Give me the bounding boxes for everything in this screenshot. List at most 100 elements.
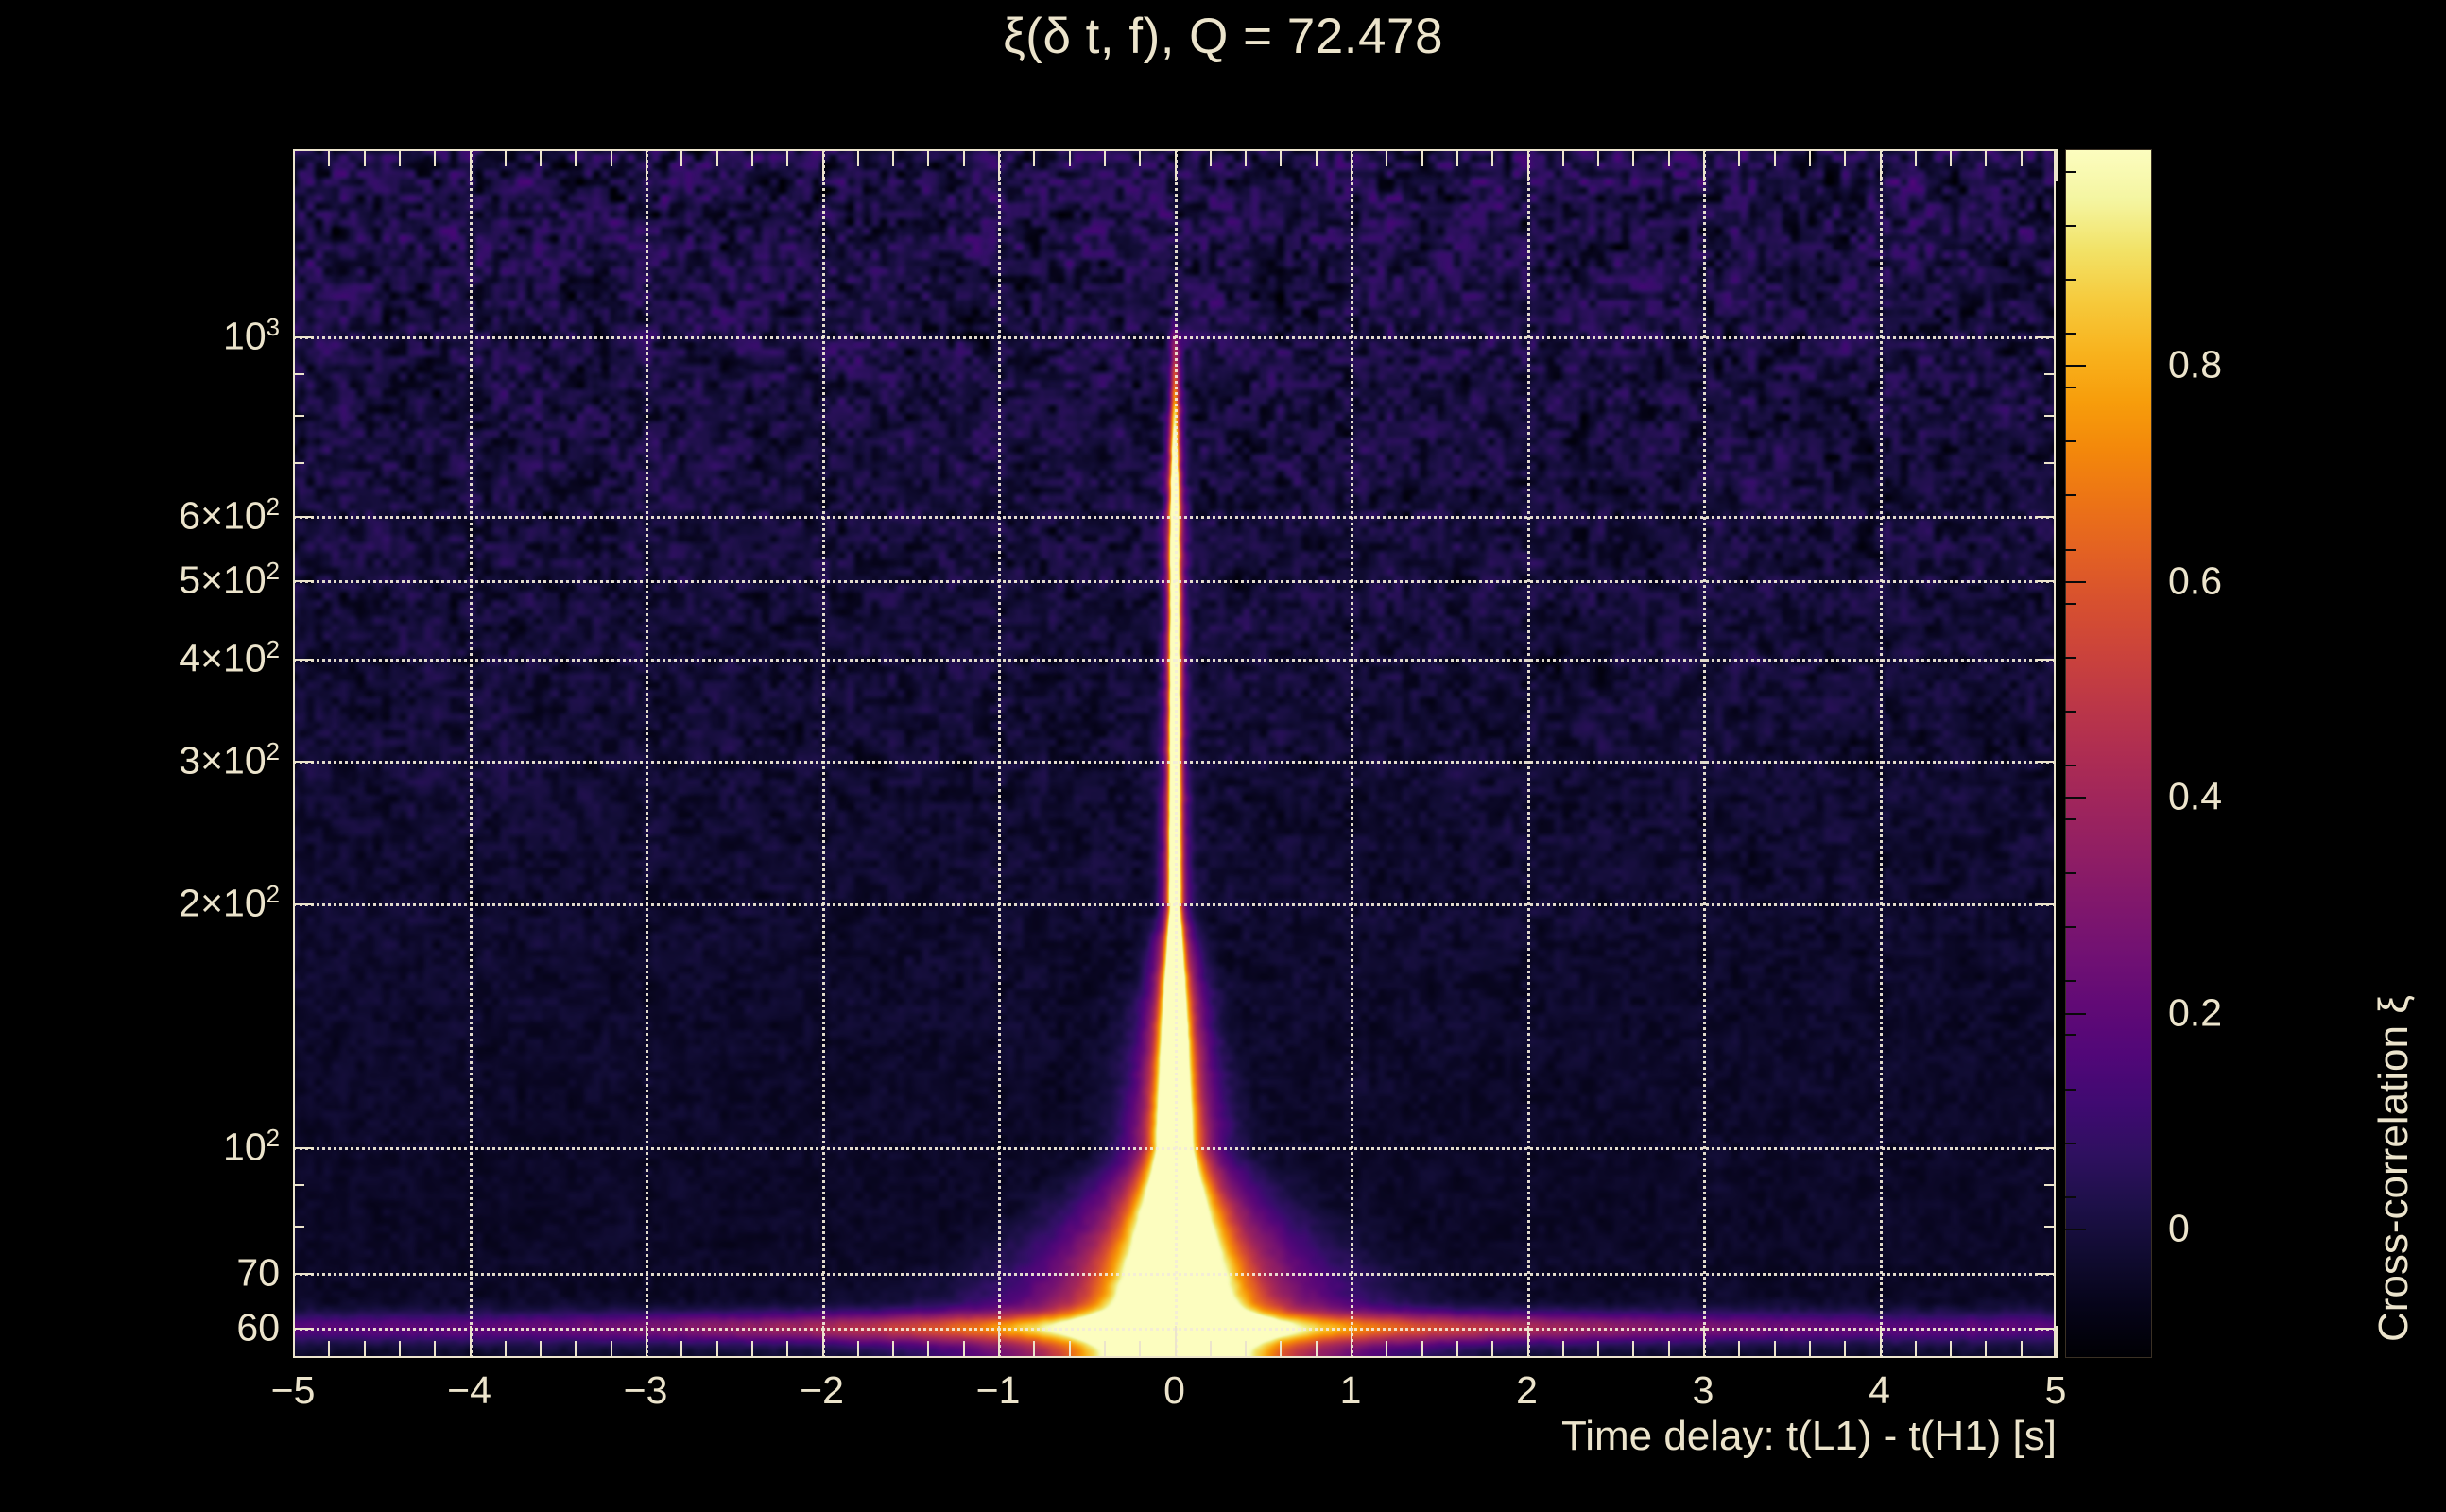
- x-axis-tick-minor-top: [892, 149, 895, 166]
- gridline-vertical: [998, 149, 1001, 1358]
- x-axis-tick-minor: [1667, 1341, 1670, 1358]
- x-axis-tick-major: [821, 1326, 824, 1358]
- colorbar-tick-minor: [2065, 170, 2076, 173]
- x-axis-tick-minor: [1033, 1341, 1036, 1358]
- x-axis-tick-minor: [1950, 1341, 1953, 1358]
- x-axis-tick-minor: [1103, 1341, 1106, 1358]
- y-axis-tick-minor-right: [2044, 1273, 2056, 1276]
- x-axis-tick-minor: [1421, 1341, 1423, 1358]
- x-axis-tick-minor: [398, 1341, 401, 1358]
- x-axis-tick-minor: [1632, 1341, 1635, 1358]
- y-axis-tick-minor-right: [2044, 414, 2056, 417]
- x-axis-tick-minor: [1561, 1341, 1564, 1358]
- y-axis-tick-label: 3×102: [179, 738, 280, 782]
- x-axis-tick-label: 3: [1692, 1368, 1714, 1412]
- y-axis-tick-minor-right: [2044, 1147, 2056, 1150]
- x-axis-tick-major: [469, 1326, 472, 1358]
- y-axis-tick-label: 4×102: [179, 636, 280, 680]
- x-axis-tick-minor: [680, 1341, 683, 1358]
- gridline-vertical: [1526, 149, 1530, 1358]
- gridline-vertical: [821, 149, 825, 1358]
- x-axis-tick-minor: [575, 1341, 577, 1358]
- x-axis-tick-label: 4: [1869, 1368, 1890, 1412]
- colorbar-tick-minor: [2065, 764, 2076, 766]
- x-axis-tick-minor: [962, 1341, 965, 1358]
- x-axis-tick-minor-top: [680, 149, 683, 166]
- colorbar-tick-label: 0: [2168, 1206, 2190, 1250]
- colorbar[interactable]: [2065, 149, 2152, 1358]
- x-axis-tick-minor-top: [1738, 149, 1741, 166]
- x-axis-tick-label: −3: [623, 1368, 668, 1412]
- colorbar-title: Cross-correlation ξ: [2370, 995, 2417, 1342]
- colorbar-tick-minor: [2065, 872, 2076, 875]
- y-axis-tick-minor: [293, 1147, 304, 1150]
- y-axis-tick-minor: [293, 373, 304, 376]
- x-axis-tick-major-top: [821, 149, 824, 181]
- x-axis-tick-label: −2: [800, 1368, 844, 1412]
- x-axis-tick-major-top: [1526, 149, 1529, 181]
- x-axis-tick-major-top: [293, 149, 295, 181]
- colorbar-tick-minor: [2065, 387, 2076, 389]
- x-axis-tick-major: [1351, 1326, 1352, 1358]
- colorbar-tick-minor: [2065, 1142, 2076, 1144]
- x-axis-tick-label: 5: [2044, 1368, 2067, 1412]
- y-axis-tick-minor-right: [2044, 1226, 2056, 1228]
- x-axis-tick-major-top: [646, 149, 647, 181]
- colorbar-tick: [2065, 1012, 2086, 1015]
- y-axis-tick-minor-right: [2044, 335, 2056, 338]
- x-axis-tick-minor: [1315, 1341, 1318, 1358]
- colorbar-tick-label: 0.2: [2168, 990, 2222, 1035]
- y-axis-tick-label: 103: [223, 314, 280, 358]
- x-axis-tick-minor-top: [1597, 149, 1600, 166]
- colorbar-tick-minor: [2065, 926, 2076, 929]
- x-axis-tick-minor: [1245, 1341, 1248, 1358]
- x-axis-tick-minor-top: [1561, 149, 1564, 166]
- colorbar-tick-minor: [2065, 980, 2076, 983]
- x-axis-tick-major-top: [1703, 149, 1705, 181]
- y-axis-tick-label: 60: [236, 1305, 280, 1349]
- y-axis-tick-minor: [293, 1273, 304, 1276]
- x-axis-tick-minor-top: [1209, 149, 1212, 166]
- x-axis-tick-minor-top: [1033, 149, 1036, 166]
- gridline-vertical: [1351, 149, 1353, 1358]
- x-axis-tick-minor-top: [1139, 149, 1142, 166]
- x-axis-tick-minor: [610, 1341, 612, 1358]
- x-axis-tick-label: −1: [975, 1368, 1021, 1412]
- y-axis-tick-minor-right: [2044, 516, 2056, 519]
- x-axis-tick-major: [1174, 1326, 1177, 1358]
- gridlines: [293, 149, 2056, 1358]
- y-axis-tick-minor: [293, 580, 304, 583]
- x-axis-tick-minor: [856, 1341, 859, 1358]
- x-axis-tick-major-top: [1351, 149, 1352, 181]
- y-axis-tick-minor: [293, 760, 304, 763]
- x-axis-tick-minor-top: [1386, 149, 1388, 166]
- colorbar-tick-label: 0.8: [2168, 342, 2222, 387]
- y-axis-tick-minor-right: [2044, 461, 2056, 464]
- x-axis-tick-major: [1879, 1326, 1882, 1358]
- x-axis-tick-minor: [1914, 1341, 1917, 1358]
- x-axis-tick-minor-top: [715, 149, 718, 166]
- x-axis-tick-minor-top: [1985, 149, 1988, 166]
- x-axis-tick-minor: [1209, 1341, 1212, 1358]
- x-axis-tick-minor-top: [1103, 149, 1106, 166]
- y-axis-tick-minor: [293, 461, 304, 464]
- x-axis-tick-minor: [1491, 1341, 1494, 1358]
- x-axis-tick-minor-top: [962, 149, 965, 166]
- gridline-vertical: [1703, 149, 1706, 1358]
- y-axis-tick-minor: [293, 1327, 304, 1330]
- x-axis-tick-major: [1526, 1326, 1529, 1358]
- x-axis-tick-minor: [363, 1341, 366, 1358]
- spectrogram-plot-area[interactable]: [293, 149, 2056, 1358]
- y-axis-tick-minor: [293, 516, 304, 519]
- x-axis-tick-minor: [1139, 1341, 1142, 1358]
- x-axis-tick-label: −4: [447, 1368, 491, 1412]
- x-axis-tick-minor-top: [856, 149, 859, 166]
- x-axis-tick-major-top: [469, 149, 472, 181]
- x-axis-tick-minor: [927, 1341, 930, 1358]
- x-axis-tick-minor: [1280, 1341, 1283, 1358]
- x-axis-tick-minor-top: [1456, 149, 1458, 166]
- colorbar-tick-label: 0.4: [2168, 774, 2222, 818]
- x-axis-tick-minor: [1773, 1341, 1776, 1358]
- colorbar-tick-minor: [2065, 548, 2076, 551]
- colorbar-tick-minor: [2065, 494, 2076, 497]
